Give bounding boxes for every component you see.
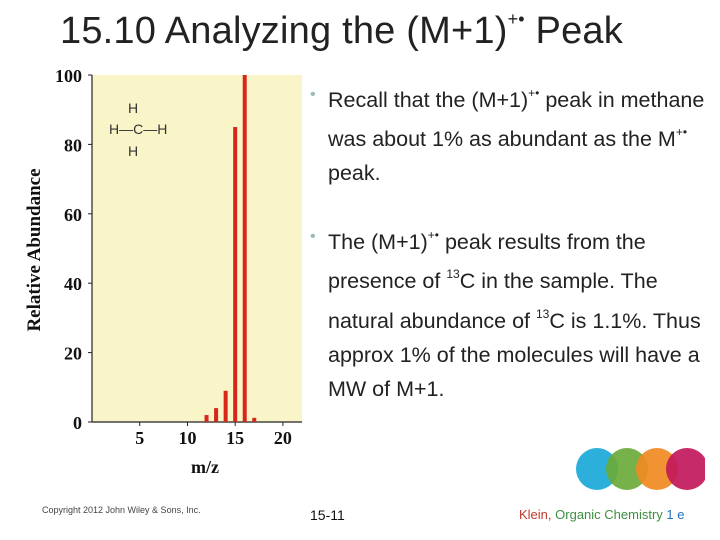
bullet-item-2: • The (M+1)+• peak results from the pres… bbox=[310, 220, 710, 405]
logo-circle bbox=[576, 448, 618, 490]
bullet-1-text-a: Recall that the (M+1) bbox=[328, 88, 529, 113]
publisher-logo bbox=[576, 448, 705, 490]
bar bbox=[204, 415, 209, 422]
chart-bars bbox=[204, 75, 257, 423]
structure-top-h: H bbox=[128, 100, 138, 116]
mass-spectrum-chart: 0 20 40 60 80 100 5 10 15 20 Relative Abundance m… bbox=[24, 66, 302, 477]
bullet-item-1: • Recall that the (M+1)+• peak in methan… bbox=[310, 78, 710, 190]
bullet-marker: • bbox=[310, 228, 316, 246]
bar bbox=[233, 127, 238, 423]
y-tick-label: 0 bbox=[73, 413, 82, 433]
bullet-2-sup-b: 13 bbox=[446, 267, 460, 282]
bar bbox=[252, 417, 257, 422]
bar bbox=[242, 75, 247, 422]
y-tick-label: 80 bbox=[64, 135, 82, 155]
bullet-2-sup-a: +• bbox=[427, 228, 439, 243]
logo-circle bbox=[636, 448, 678, 490]
y-tick-label: 40 bbox=[64, 274, 82, 294]
x-tick-label: 10 bbox=[178, 428, 196, 448]
title-tail: Peak bbox=[524, 10, 623, 52]
bullet-1-text-b: peak in methane was about 1% as abundant… bbox=[328, 88, 705, 152]
book-title: Organic Chemistry bbox=[551, 507, 663, 522]
x-tick-label: 20 bbox=[274, 428, 292, 448]
bullet-2-text-d: C is 1.1%. Thus approx 1% of the molecul… bbox=[328, 308, 701, 401]
chart-tick-labels: 0 20 40 60 80 100 5 10 15 20 bbox=[55, 66, 292, 448]
bullet-1-sup-a: +• bbox=[528, 86, 540, 100]
bullet-2-sup-c: 13 bbox=[536, 306, 550, 321]
logo-circle bbox=[606, 448, 648, 490]
structure-bottom-h: H bbox=[128, 143, 138, 159]
book-edition: 1 e bbox=[662, 507, 685, 522]
plot-background bbox=[92, 75, 302, 422]
bullet-1-text-c: peak. bbox=[328, 161, 381, 186]
y-axis-label: Relative Abundance bbox=[24, 168, 45, 331]
bullet-2-text-b: peak results from the presence of bbox=[328, 230, 646, 294]
copyright-text: Copyright 2012 John Wiley & Sons, Inc. bbox=[42, 505, 201, 515]
slide-number: 15-11 bbox=[310, 507, 345, 523]
methane-structure: H H—C—H H bbox=[109, 100, 167, 159]
x-tick-label: 15 bbox=[226, 428, 244, 448]
y-tick-label: 60 bbox=[64, 205, 82, 225]
book-author: Klein, bbox=[519, 507, 552, 522]
bullet-list: • Recall that the (M+1)+• peak in methan… bbox=[310, 78, 710, 406]
bullet-2-text-c: C in the sample. The natural abundance o… bbox=[328, 269, 658, 333]
y-tick-label: 20 bbox=[64, 344, 82, 364]
title-superscript: +• bbox=[507, 9, 525, 30]
title-main: 15.10 Analyzing the (M+1) bbox=[60, 10, 508, 52]
structure-middle: H—C—H bbox=[109, 121, 167, 137]
bar bbox=[214, 408, 219, 422]
book-credit: Klein, Organic Chemistry 1 e bbox=[519, 507, 684, 522]
logo-circle bbox=[666, 448, 705, 490]
x-tick-label: 5 bbox=[135, 428, 144, 448]
page-title: 15.10 Analyzing the (M+1)+• Peak bbox=[60, 9, 623, 53]
x-axis-label: m/z bbox=[191, 457, 219, 477]
bar bbox=[223, 390, 228, 422]
y-tick-label: 100 bbox=[55, 66, 82, 86]
chart-axes bbox=[88, 74, 302, 426]
bullet-1-sup-b: +• bbox=[675, 125, 688, 140]
bullet-2-text-a: The (M+1) bbox=[328, 230, 428, 255]
bullet-marker: • bbox=[310, 86, 316, 103]
